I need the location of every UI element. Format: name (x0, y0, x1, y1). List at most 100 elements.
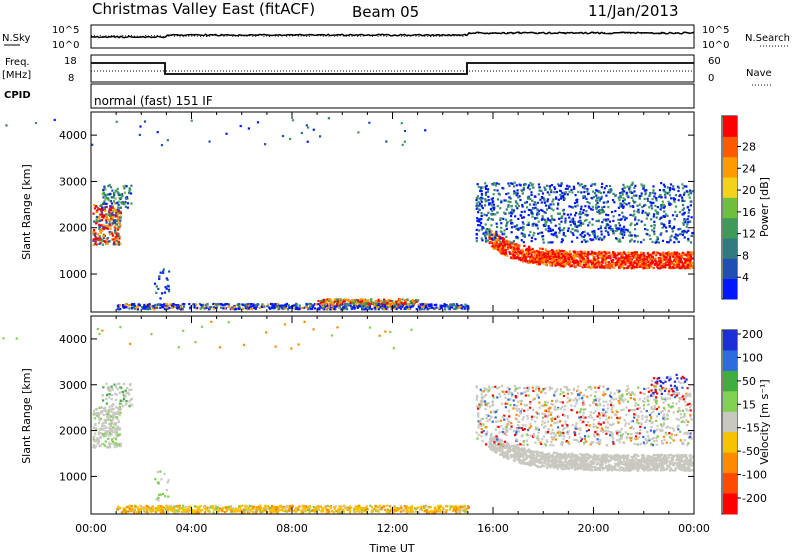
echo-cell (513, 240, 515, 242)
echo-cell (361, 306, 363, 308)
echo-cell (273, 506, 275, 508)
echo-cell (154, 283, 156, 285)
echo-cell (286, 505, 288, 507)
echo-cell (151, 505, 153, 507)
echo-cell (570, 213, 572, 215)
echo-cell (666, 215, 668, 217)
echo-cell (614, 210, 616, 212)
echo-cell (160, 505, 162, 507)
echo-cell (105, 398, 107, 400)
echo-cell (108, 396, 110, 398)
echo-cell (619, 203, 621, 205)
echo-cell (129, 187, 131, 189)
echo-cell (310, 303, 312, 305)
echo-cell (552, 229, 554, 231)
echo-cell (228, 303, 230, 305)
echo-cell (508, 185, 510, 187)
echo-cell (114, 214, 116, 216)
echo-cell (605, 195, 607, 197)
echo-cell (553, 191, 555, 193)
echo-cell (588, 202, 590, 204)
echo-cell (673, 259, 675, 261)
echo-cell (663, 263, 665, 265)
echo-cell (349, 505, 351, 507)
echo-cell (520, 252, 522, 254)
echo-cell (109, 193, 111, 195)
echo-cell (486, 185, 488, 187)
echo-cell (609, 185, 611, 187)
echo-cell (213, 308, 215, 310)
echo-cell (435, 306, 437, 308)
echo-cell (122, 185, 124, 187)
echo-cell (329, 308, 331, 310)
echo-cell (101, 230, 103, 232)
echo-cell (441, 305, 443, 307)
echo-cell (679, 228, 681, 230)
power-colorbar-label: Power [dB] (758, 177, 771, 237)
echo-cell (659, 267, 661, 269)
echo-cell (640, 241, 642, 243)
echo-cell (446, 305, 448, 307)
echo-cell (128, 307, 130, 309)
echo-cell (637, 235, 639, 237)
echo-cell (658, 258, 660, 260)
echo-cell (550, 203, 552, 205)
y-tick-label: 1000 (59, 268, 87, 281)
echo-cell (618, 263, 620, 265)
echo-cell (569, 250, 571, 252)
echo-cell (660, 182, 662, 184)
echo-cell (631, 239, 633, 241)
echo-cell (118, 421, 120, 423)
echo-cell (367, 299, 369, 301)
echo-cell (498, 193, 500, 195)
echo-cell (680, 254, 682, 256)
echo-cell (676, 214, 678, 216)
echo-cell (634, 234, 636, 236)
echo-cell (535, 252, 537, 254)
echo-cell (652, 185, 654, 187)
echo-cell (521, 239, 523, 241)
echo-cell (618, 228, 620, 230)
echo-cell (485, 188, 487, 190)
echo-cell (545, 212, 547, 214)
echo-cell (508, 241, 510, 243)
echo-cell (107, 198, 109, 200)
echo-cell (649, 238, 651, 240)
echo-cell (673, 263, 675, 265)
echo-cell (572, 206, 574, 208)
echo-cell (513, 190, 515, 192)
echo-cell (531, 240, 533, 242)
echo-cell (484, 204, 486, 206)
echo-cell (104, 188, 106, 190)
echo-cell (496, 211, 498, 213)
echo-cell (445, 505, 447, 507)
echo-cell (500, 222, 502, 224)
echo-cell (691, 258, 693, 260)
echo-cell (339, 301, 341, 303)
echo-cell (608, 263, 610, 265)
echo-cell (194, 505, 196, 507)
echo-cell (456, 307, 458, 309)
echo-cell (111, 233, 113, 235)
echo-cell (205, 304, 207, 306)
colorbar-segment (723, 218, 737, 239)
echo-cell (169, 505, 171, 507)
echo-cell (583, 209, 585, 211)
echo-cell (629, 214, 631, 216)
echo-cell (509, 220, 511, 222)
echo-cell (117, 188, 119, 190)
echo-cell (620, 218, 622, 220)
echo-cell (105, 410, 107, 412)
echo-cell (562, 210, 564, 212)
echo-cell (670, 183, 672, 185)
echo-cell (487, 188, 489, 190)
echo-cell (634, 251, 636, 253)
echo-cell (406, 306, 408, 308)
echo-cell (478, 220, 480, 222)
echo-cell (536, 258, 538, 260)
echo-cell (129, 505, 131, 507)
echo-cell (497, 198, 499, 200)
echo-cell (537, 251, 539, 253)
echo-cell (588, 253, 590, 255)
echo-cell (344, 300, 346, 302)
